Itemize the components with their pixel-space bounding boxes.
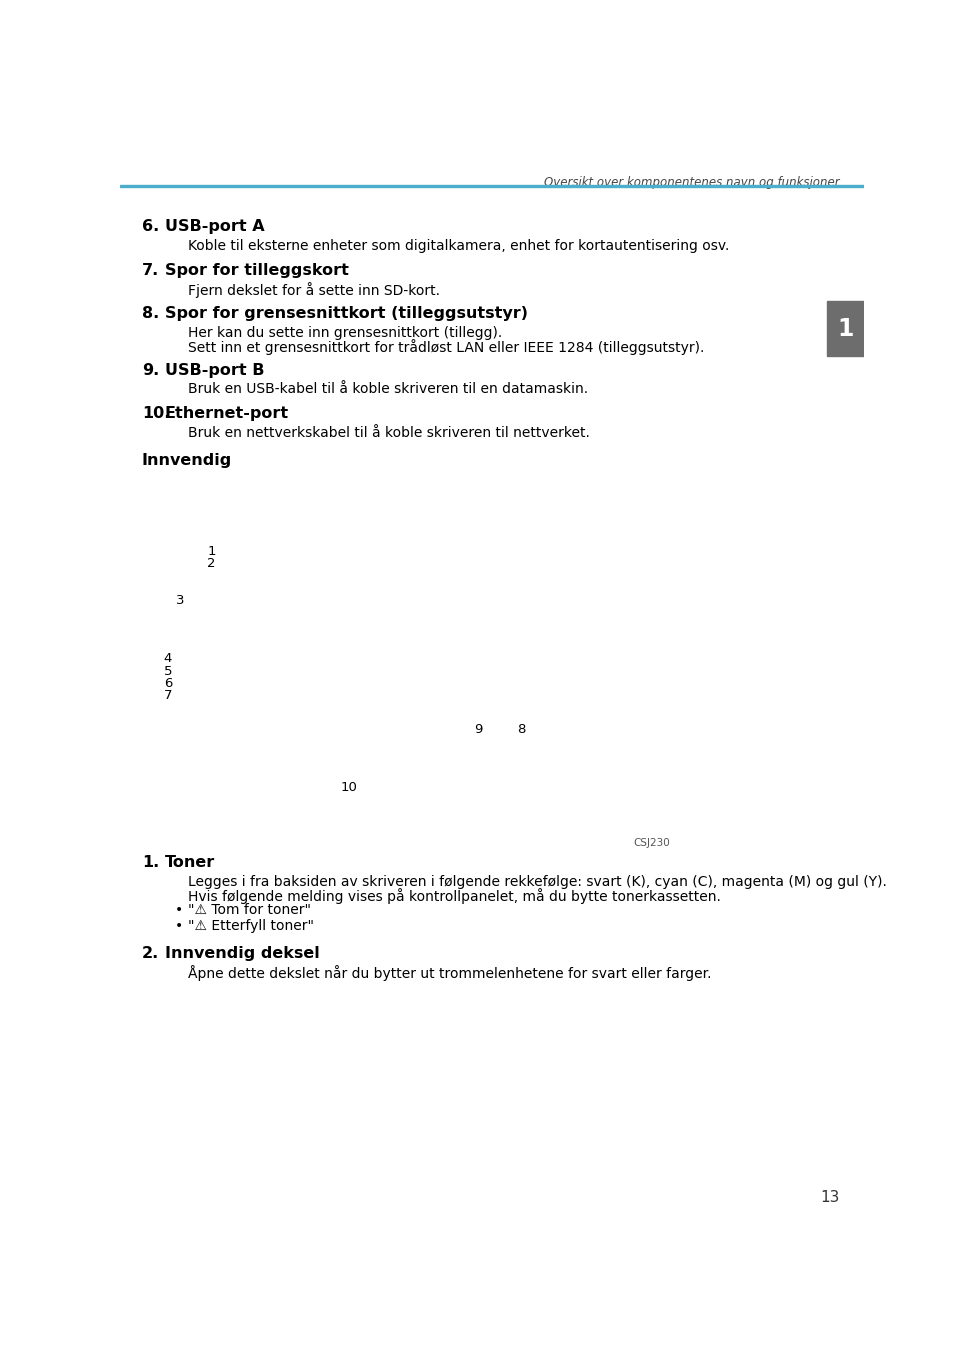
Text: 13: 13 [820, 1190, 839, 1205]
Text: Innvendig deksel: Innvendig deksel [165, 946, 320, 961]
Text: 5: 5 [164, 665, 172, 678]
Text: Legges i fra baksiden av skriveren i følgende rekkefølge: svart (K), cyan (C), m: Legges i fra baksiden av skriveren i føl… [188, 875, 887, 889]
Text: "⚠ Etterfyll toner": "⚠ Etterfyll toner" [188, 919, 314, 932]
Text: Toner: Toner [165, 856, 215, 871]
Text: 7: 7 [164, 689, 172, 703]
Text: •: • [175, 902, 183, 917]
Text: Oversikt over komponentenes navn og funksjoner: Oversikt over komponentenes navn og funk… [543, 176, 839, 190]
Bar [827, 300, 864, 356]
Text: Koble til eksterne enheter som digitalkamera, enhet for kortautentisering osv.: Koble til eksterne enheter som digitalka… [188, 239, 730, 253]
Text: 3: 3 [177, 594, 184, 607]
Text: Her kan du sette inn grensesnittkort (tillegg).: Her kan du sette inn grensesnittkort (ti… [188, 326, 502, 340]
Text: Spor for tilleggskort: Spor for tilleggskort [165, 262, 348, 277]
Text: CSJ230: CSJ230 [634, 838, 670, 848]
Text: Sett inn et grensesnittkort for trådløst LAN eller IEEE 1284 (tilleggsutstyr).: Sett inn et grensesnittkort for trådløst… [188, 339, 705, 355]
Text: Spor for grensesnittkort (tilleggsutstyr): Spor for grensesnittkort (tilleggsutstyr… [165, 306, 528, 321]
Text: 2.: 2. [142, 946, 159, 961]
Text: 6: 6 [164, 677, 172, 691]
Text: USB-port A: USB-port A [165, 220, 265, 235]
Text: 1: 1 [207, 545, 216, 558]
Text: "⚠ Tom for toner": "⚠ Tom for toner" [188, 902, 311, 917]
Text: 6.: 6. [142, 220, 159, 235]
Text: Innvendig: Innvendig [142, 453, 232, 468]
Text: 8.: 8. [142, 306, 159, 321]
Text: Bruk en nettverkskabel til å koble skriveren til nettverket.: Bruk en nettverkskabel til å koble skriv… [188, 426, 590, 440]
Bar [120, 184, 864, 187]
Text: 1.: 1. [142, 856, 159, 871]
Text: Hvis følgende melding vises på kontrollpanelet, må du bytte tonerkassetten.: Hvis følgende melding vises på kontrollp… [188, 889, 721, 904]
Text: •: • [175, 919, 183, 932]
Text: USB-port B: USB-port B [165, 363, 264, 378]
Text: 1: 1 [837, 317, 853, 341]
Text: 2: 2 [207, 557, 216, 571]
Text: Fjern dekslet for å sette inn SD-kort.: Fjern dekslet for å sette inn SD-kort. [188, 283, 441, 299]
Text: 9.: 9. [142, 363, 159, 378]
Text: 8: 8 [517, 723, 526, 736]
Text: 4: 4 [164, 652, 172, 665]
Text: 9: 9 [474, 723, 482, 736]
Text: 7.: 7. [142, 262, 159, 277]
Text: Åpne dette dekslet når du bytter ut trommelenhetene for svart eller farger.: Åpne dette dekslet når du bytter ut trom… [188, 965, 711, 981]
Text: 10.: 10. [142, 407, 170, 422]
Text: 10: 10 [340, 781, 357, 794]
Bar [120, 517, 864, 834]
Text: Ethernet-port: Ethernet-port [165, 407, 289, 422]
Text: Bruk en USB-kabel til å koble skriveren til en datamaskin.: Bruk en USB-kabel til å koble skriveren … [188, 382, 588, 396]
